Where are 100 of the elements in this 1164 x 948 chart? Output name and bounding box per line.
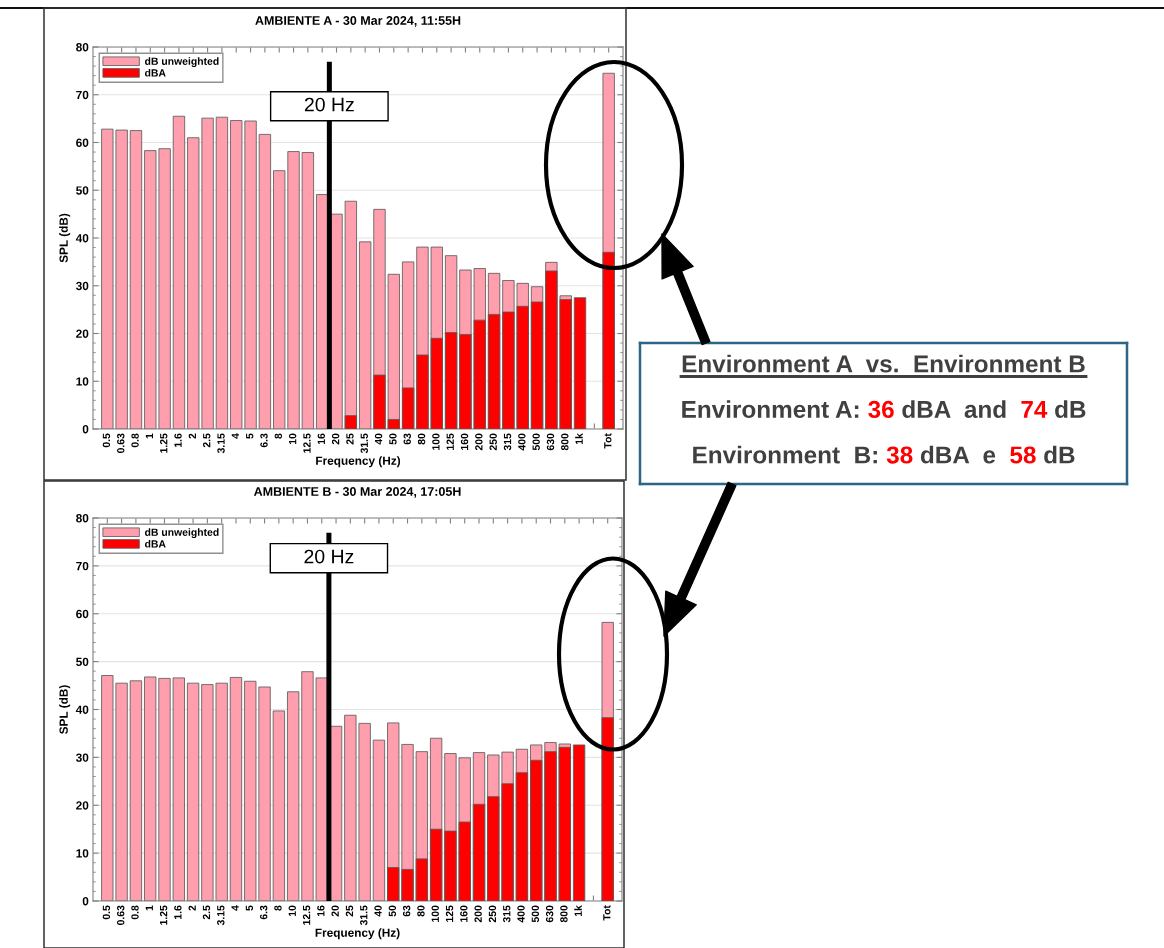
x-tick-label: 400 xyxy=(518,433,526,451)
y-tick-label: 50 xyxy=(76,657,89,667)
x-tick-label: 1k xyxy=(575,433,583,445)
bar xyxy=(229,677,243,901)
x-tick-label: 20 xyxy=(331,433,340,445)
x-tick-label: 2.5 xyxy=(203,433,211,448)
x-tick-label: Tot xyxy=(603,905,611,921)
x-tick-label: 10 xyxy=(288,905,296,917)
x-tick-label: 3.15 xyxy=(217,905,225,926)
x-tick-label: 1 xyxy=(145,905,153,911)
x-tick-label: 0.63 xyxy=(117,433,125,454)
x-tick-label: 250 xyxy=(489,433,497,451)
ref-line-label: 20 Hz xyxy=(304,549,354,564)
x-tick-label: 0.8 xyxy=(131,433,139,448)
x-tick-label: 50 xyxy=(388,905,397,917)
y-tick-label: 40 xyxy=(75,705,89,714)
x-tick-label: 2 xyxy=(188,433,196,439)
bar xyxy=(572,744,586,901)
x-tick-label: 125 xyxy=(445,905,454,922)
y-tick-label: 60 xyxy=(76,609,89,619)
text: Environment B: 38 dBA e 58 dB xyxy=(693,445,1075,464)
x-tick-label: 200 xyxy=(474,905,482,923)
x-tick-label: 160 xyxy=(460,433,469,450)
x-tick-label: 16 xyxy=(317,905,325,917)
x-tick-label: 4 xyxy=(231,433,239,439)
x-tick-label: 250 xyxy=(488,905,497,923)
x-tick-label: 63 xyxy=(402,905,411,917)
y-tick-label: 60 xyxy=(76,138,89,147)
x-tick-label: 12.5 xyxy=(303,433,311,453)
bar xyxy=(129,680,143,901)
x-tick-label: 2.5 xyxy=(202,905,211,920)
x-tick-label: 160 xyxy=(460,905,468,922)
x-tick-label: 2 xyxy=(188,905,196,911)
y-tick-label: 70 xyxy=(76,90,89,100)
y-tick-label: 80 xyxy=(76,43,89,52)
y-tick-label: 50 xyxy=(76,186,89,195)
x-tick-label: 40 xyxy=(374,905,382,917)
x-tick-label: 5 xyxy=(246,433,254,439)
x-tick-label: 315 xyxy=(503,905,511,923)
y-tick-label: 70 xyxy=(76,561,89,571)
x-tick-label: 31.5 xyxy=(360,905,368,926)
chart-title: AMBIENTE A - 30 Mar 2024, 11:55H xyxy=(255,16,461,27)
y-tick-label: 0 xyxy=(82,897,89,906)
y-tick-label: 20 xyxy=(76,801,89,810)
x-tick-label: 1.25 xyxy=(160,433,168,453)
x-tick-label: 25 xyxy=(346,433,354,445)
bar xyxy=(372,739,386,901)
x-tick-label: 63 xyxy=(403,433,411,445)
x-tick-label: 1 xyxy=(145,433,153,439)
y-tick-label: 10 xyxy=(76,849,89,858)
y-tick-label: 20 xyxy=(76,329,89,338)
x-tick-label: 800 xyxy=(560,905,568,923)
x-tick-label: 500 xyxy=(531,905,540,923)
y-tick-label: 30 xyxy=(75,281,89,291)
x-tick-label: 25 xyxy=(345,905,354,917)
x-tick-label: 20 xyxy=(331,905,339,917)
x-tick-label: 0.5 xyxy=(102,905,111,920)
x-tick-label: 31.5 xyxy=(360,433,368,454)
x-tick-label: 12.5 xyxy=(302,905,311,925)
legend-label: dB unweighted xyxy=(144,57,219,68)
x-tick-label: 1.6 xyxy=(174,905,182,919)
x-tick-label: 400 xyxy=(517,905,525,923)
y-tick-label: 30 xyxy=(75,753,89,762)
ref-line-label: 20 Hz xyxy=(304,97,354,112)
bar xyxy=(215,116,229,429)
x-tick-label: 0.5 xyxy=(102,433,111,448)
legend-label: dBA xyxy=(144,68,166,77)
bar xyxy=(172,115,186,429)
x-tick-label: 80 xyxy=(417,433,426,445)
legend-label: dBA xyxy=(144,539,166,548)
y-axis-title: SPL (dB) xyxy=(59,213,71,263)
x-tick-label: 16 xyxy=(317,433,325,445)
x-tick-label: 0.63 xyxy=(117,905,125,926)
y-axis-title: SPL (dB) xyxy=(59,685,71,734)
x-tick-label: 4 xyxy=(231,905,239,911)
x-tick-label: 0.8 xyxy=(131,905,139,920)
x-tick-label: 5 xyxy=(245,905,254,911)
x-tick-label: 40 xyxy=(374,433,383,445)
x-tick-label: 125 xyxy=(446,433,454,450)
x-tick-label: 1.6 xyxy=(174,433,182,447)
x-tick-label: 6.3 xyxy=(259,905,268,920)
x-tick-label: 50 xyxy=(389,433,397,445)
x-tick-label: 1.25 xyxy=(159,905,168,925)
x-tick-label: 6.3 xyxy=(260,433,268,448)
y-tick-label: 80 xyxy=(76,514,89,523)
bar xyxy=(186,682,200,901)
bar xyxy=(258,133,272,429)
y-tick-label: 0 xyxy=(82,425,89,434)
x-tick-label: 315 xyxy=(503,433,512,451)
bar xyxy=(129,130,143,429)
legend-label: dB unweighted xyxy=(144,528,219,539)
text: Environment A vs. Environment B xyxy=(682,354,1085,373)
x-tick-label: 630 xyxy=(545,905,554,923)
x-tick-label: 100 xyxy=(432,433,440,450)
y-tick-label: 40 xyxy=(75,234,89,243)
x-tick-label: 3.15 xyxy=(217,433,225,454)
x-tick-label: 10 xyxy=(288,433,297,445)
x-tick-label: 80 xyxy=(417,905,425,917)
x-tick-label: 100 xyxy=(431,905,439,922)
x-tick-label: 1k xyxy=(574,905,582,917)
